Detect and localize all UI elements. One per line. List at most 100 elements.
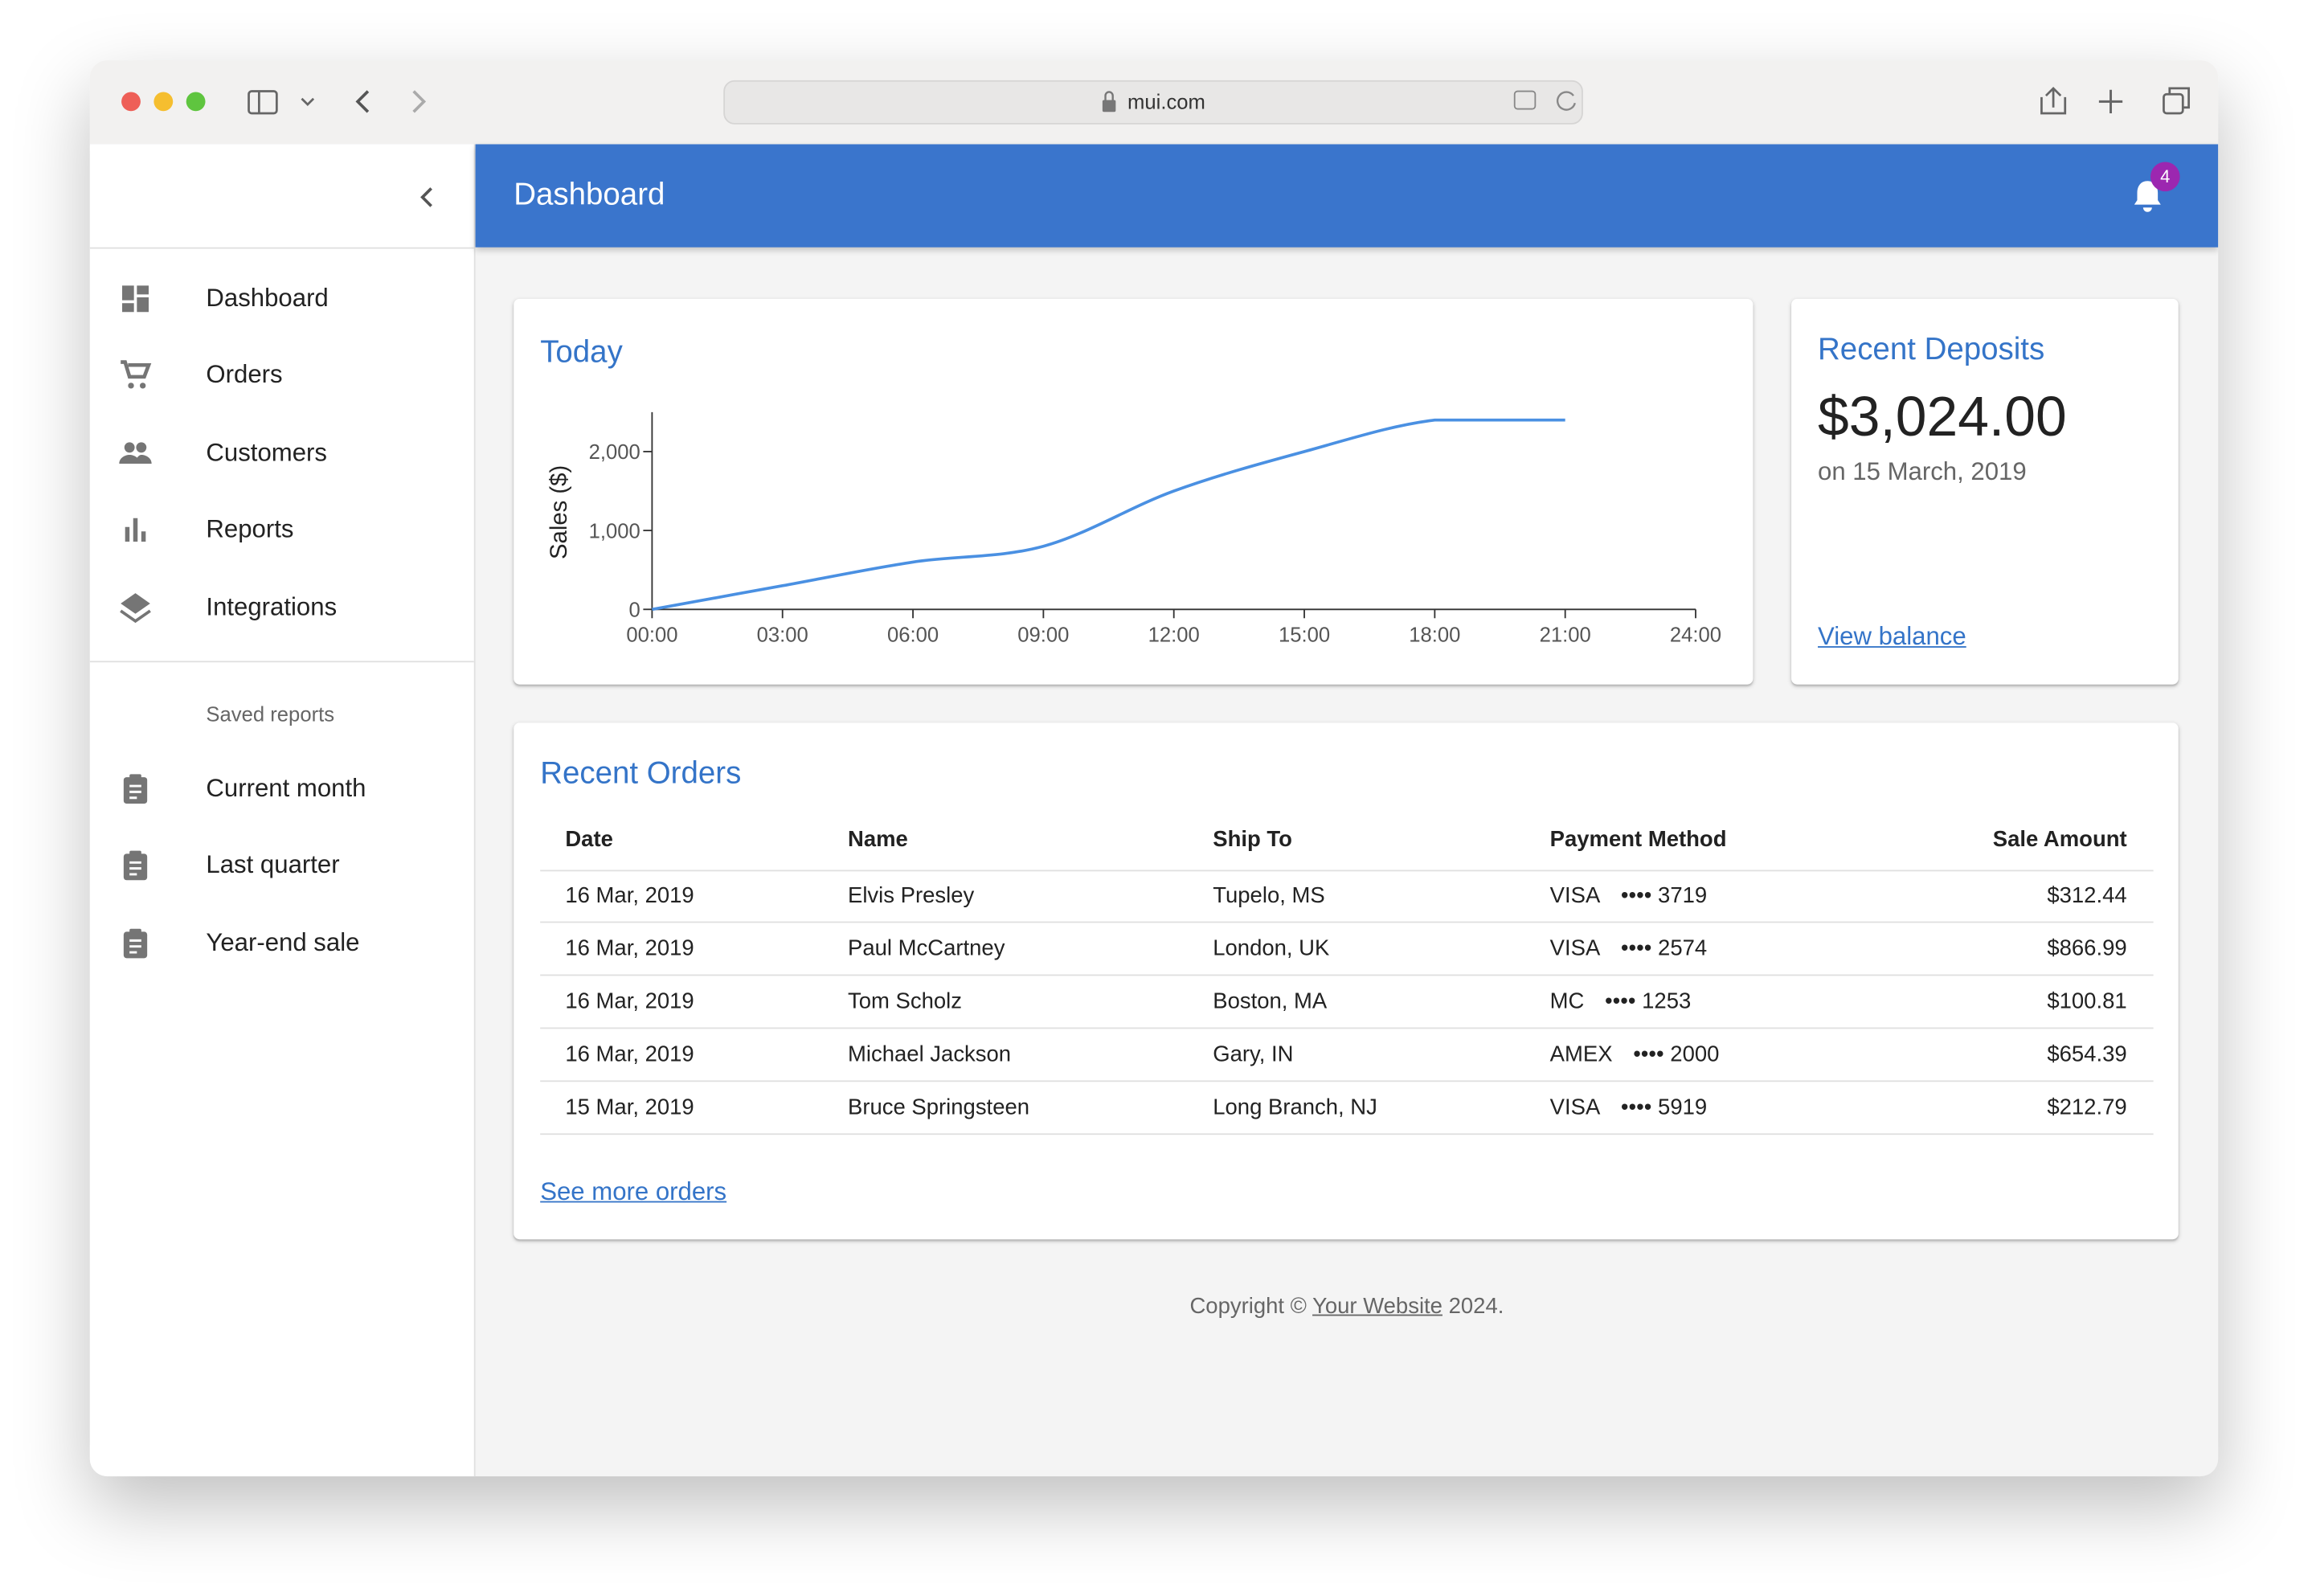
payment-part: AMEX: [1549, 1041, 1613, 1067]
notification-badge: 4: [2150, 162, 2180, 192]
row-divider: [540, 1133, 2154, 1136]
chart-card: [514, 298, 1754, 685]
x-tick-label: 15:00: [1279, 624, 1330, 647]
table-cell: Tom Scholz: [848, 988, 963, 1014]
back-button[interactable]: [355, 90, 370, 113]
orders-card: Recent Orders See more orders Date Name Sh…: [514, 722, 2179, 1240]
x-tick-label: 24:00: [1670, 624, 1721, 647]
column-header: Name: [848, 827, 908, 853]
menu-item[interactable]: Year-end sale: [206, 928, 360, 957]
menu-icon: [123, 928, 148, 959]
table-cell: Boston, MA: [1213, 988, 1328, 1014]
app-title: Dashboard: [514, 178, 665, 212]
payment-cell: VISA •••• 3719: [1550, 883, 1707, 908]
forward-button[interactable]: [412, 90, 427, 113]
tabs-button[interactable]: [2163, 92, 2184, 115]
y-tick-label: 0: [628, 599, 640, 621]
y-tick-label: 1,000: [589, 520, 640, 542]
menu-item[interactable]: Reports: [206, 515, 294, 543]
close-button[interactable]: [121, 92, 141, 112]
table-cell: $312.44: [2047, 882, 2127, 909]
reload-button[interactable]: [1556, 91, 1576, 111]
see-more-orders-link[interactable]: See more orders: [540, 1177, 727, 1206]
footer-text: Copyright ©: [1189, 1293, 1307, 1320]
table-cell: Bruce Springsteen: [848, 1095, 1030, 1120]
collapse-button[interactable]: [416, 186, 440, 209]
deposits-amount: $3,024.00: [1818, 387, 2067, 449]
menu-item[interactable]: Last quarter: [206, 850, 340, 879]
x-tick-label: 06:00: [887, 624, 939, 647]
table-cell: $212.79: [2047, 1095, 2127, 1120]
chart-title: Today: [540, 335, 623, 370]
row-divider: [540, 921, 2154, 923]
x-tick-label: 12:00: [1148, 624, 1200, 647]
deposits-title: Recent Deposits: [1818, 332, 2045, 367]
menu-item[interactable]: Orders: [206, 360, 283, 389]
y-tick-label: 2,000: [589, 441, 640, 464]
row-divider: [540, 870, 2154, 872]
menu-icon: [123, 774, 148, 804]
payment-part: MC: [1549, 988, 1585, 1014]
y-axis-label: Sales ($): [546, 465, 572, 559]
table-cell: $654.39: [2047, 1041, 2127, 1067]
menu-item[interactable]: Current month: [206, 774, 366, 803]
new-tab-button[interactable]: [2098, 89, 2123, 114]
menu-icon: [119, 442, 152, 464]
divider: [89, 247, 474, 249]
menu-item[interactable]: Dashboard: [206, 284, 329, 313]
menu-item[interactable]: Customers: [206, 438, 327, 467]
payment-part: VISA: [1549, 935, 1601, 962]
footer-text: 2024.: [1448, 1293, 1504, 1320]
menu-icon: [120, 593, 151, 624]
table-cell: Long Branch, NJ: [1213, 1095, 1377, 1120]
table-cell: Michael Jackson: [848, 1041, 1012, 1067]
table-cell: $100.81: [2047, 988, 2127, 1014]
payment-part: •••• 2574: [1620, 935, 1708, 962]
x-tick-label: 03:00: [757, 624, 808, 647]
section-header: Saved reports: [206, 702, 335, 726]
zoom-button[interactable]: [186, 92, 206, 112]
column-header: Date: [565, 827, 613, 853]
payment-cell: AMEX •••• 2000: [1550, 1042, 1720, 1067]
column-header: Payment Method: [1549, 827, 1727, 853]
view-balance-link[interactable]: View balance: [1818, 622, 1966, 651]
table-cell: $866.99: [2047, 935, 2127, 962]
table-cell: Elvis Presley: [848, 882, 975, 909]
payment-cell: VISA •••• 5919: [1550, 1095, 1707, 1120]
sidebar: [89, 144, 476, 1477]
sidebar-toggle[interactable]: [248, 90, 278, 115]
sales-line: [652, 418, 1565, 612]
payment-cell: MC •••• 1253: [1550, 989, 1692, 1014]
minimize-button[interactable]: [153, 92, 174, 112]
table-cell: Tupelo, MS: [1213, 882, 1325, 909]
orders-title: Recent Orders: [540, 756, 742, 791]
share-button[interactable]: [2040, 86, 2067, 115]
payment-part: •••• 1253: [1605, 988, 1692, 1014]
menu-icon: [122, 285, 149, 313]
deposits-date: on 15 March, 2019: [1818, 457, 2027, 486]
payment-part: VISA: [1549, 1095, 1601, 1120]
menu-icon: [121, 360, 152, 389]
payment-part: •••• 3719: [1620, 882, 1708, 909]
row-divider: [540, 974, 2154, 976]
table-cell: Gary, IN: [1213, 1041, 1294, 1067]
notifications-button[interactable]: [2130, 177, 2165, 215]
table-cell: 16 Mar, 2019: [565, 1041, 694, 1067]
deposits-card: Recent Deposits $3,024.00 on 15 March, 2…: [1791, 298, 2179, 685]
payment-part: VISA: [1549, 882, 1601, 909]
table-cell: 16 Mar, 2019: [565, 935, 694, 962]
app-bar: Dashboard 4: [475, 144, 2219, 248]
menu-icon: [125, 518, 146, 542]
row-divider: [540, 1027, 2154, 1029]
menu-icon: [123, 850, 148, 881]
menu-item[interactable]: Integrations: [206, 593, 338, 621]
divider: [89, 661, 474, 663]
table-cell: 15 Mar, 2019: [565, 1095, 694, 1120]
address-bar[interactable]: [723, 80, 1583, 125]
x-tick-label: 21:00: [1540, 624, 1591, 647]
footer-link[interactable]: Your Website: [1312, 1293, 1442, 1320]
table-cell: Paul McCartney: [848, 935, 1005, 962]
